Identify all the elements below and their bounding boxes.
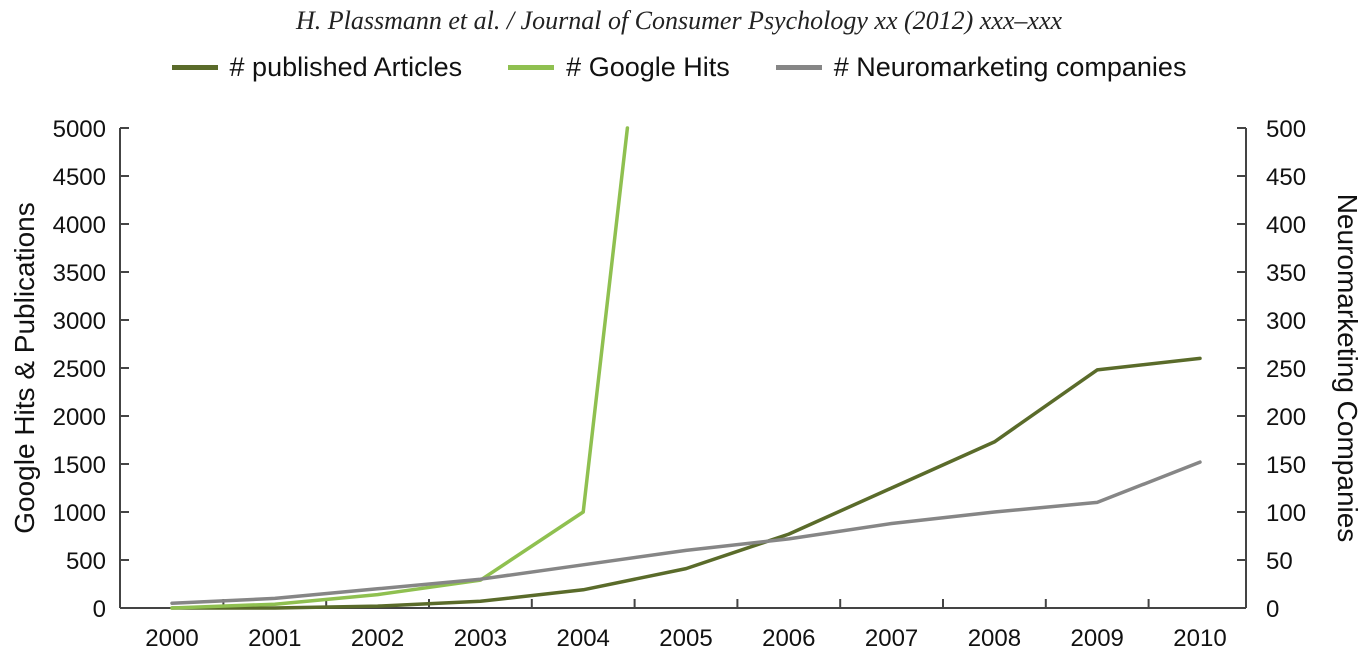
legend-swatch-companies <box>775 65 822 70</box>
x-tick-label: 2000 <box>145 625 198 650</box>
y-tick-label-left: 5000 <box>53 116 106 143</box>
legend-label-google-hits: # Google Hits <box>566 52 730 82</box>
x-tick-label: 2010 <box>1173 625 1226 650</box>
y-tick-label-left: 1500 <box>53 452 106 479</box>
y-tick-label-left: 500 <box>66 548 106 575</box>
y-tick-label-left: 2000 <box>53 404 106 431</box>
y-tick-label-left: 2500 <box>53 356 106 383</box>
x-tick-label: 2001 <box>248 625 301 650</box>
legend-label-companies: # Neuromarketing companies <box>833 52 1187 82</box>
y-tick-label-right: 150 <box>1266 452 1306 479</box>
legend-swatch-articles <box>171 65 218 70</box>
x-tick-label: 2009 <box>1071 625 1124 650</box>
x-tick-label: 2007 <box>865 625 918 650</box>
chart-legend: # published Articles # Google Hits # Neu… <box>0 52 1358 83</box>
legend-swatch-google-hits <box>508 65 555 70</box>
y-tick-label-right: 200 <box>1266 404 1306 431</box>
y-tick-label-right: 250 <box>1266 356 1306 383</box>
y-tick-label-left: 4500 <box>53 164 106 191</box>
y-tick-label-right: 400 <box>1266 212 1306 239</box>
legend-item-articles: # published Articles <box>171 52 463 83</box>
journal-header: H. Plassmann et al. / Journal of Consume… <box>295 6 1063 35</box>
legend-label-articles: # published Articles <box>229 52 463 82</box>
y-tick-label-right: 450 <box>1266 164 1306 191</box>
series-line-articles <box>170 356 1202 610</box>
legend-item-companies: # Neuromarketing companies <box>775 52 1187 83</box>
x-tick-label: 2004 <box>557 625 610 650</box>
y-tick-label-right: 100 <box>1266 500 1306 527</box>
y-tick-label-right: 350 <box>1266 260 1306 287</box>
x-tick-label: 2005 <box>659 625 712 650</box>
y-tick-label-left: 1000 <box>53 500 106 527</box>
series-line-companies <box>170 460 1202 605</box>
chart-axes: 0500100015002000250030003500400045005000… <box>9 116 1358 650</box>
y-axis-title-right: Neuromarketing Companies <box>1332 194 1358 543</box>
y-tick-label-left: 3000 <box>53 308 106 335</box>
legend-item-google-hits: # Google Hits <box>508 52 730 83</box>
y-tick-label-right: 50 <box>1266 548 1293 575</box>
y-tick-label-left: 4000 <box>53 212 106 239</box>
y-tick-label-right: 300 <box>1266 308 1306 335</box>
y-axis-title-left: Google Hits & Publications <box>9 202 40 534</box>
y-tick-label-right: 0 <box>1266 596 1279 623</box>
x-tick-label: 2008 <box>968 625 1021 650</box>
y-tick-label-left: 3500 <box>53 260 106 287</box>
x-tick-label: 2006 <box>762 625 815 650</box>
series-line-google-hits <box>170 126 630 610</box>
y-tick-label-left: 0 <box>93 596 106 623</box>
chart-series <box>170 126 1202 610</box>
y-tick-label-right: 500 <box>1266 116 1306 143</box>
x-tick-label: 2003 <box>454 625 507 650</box>
x-tick-label: 2002 <box>351 625 404 650</box>
